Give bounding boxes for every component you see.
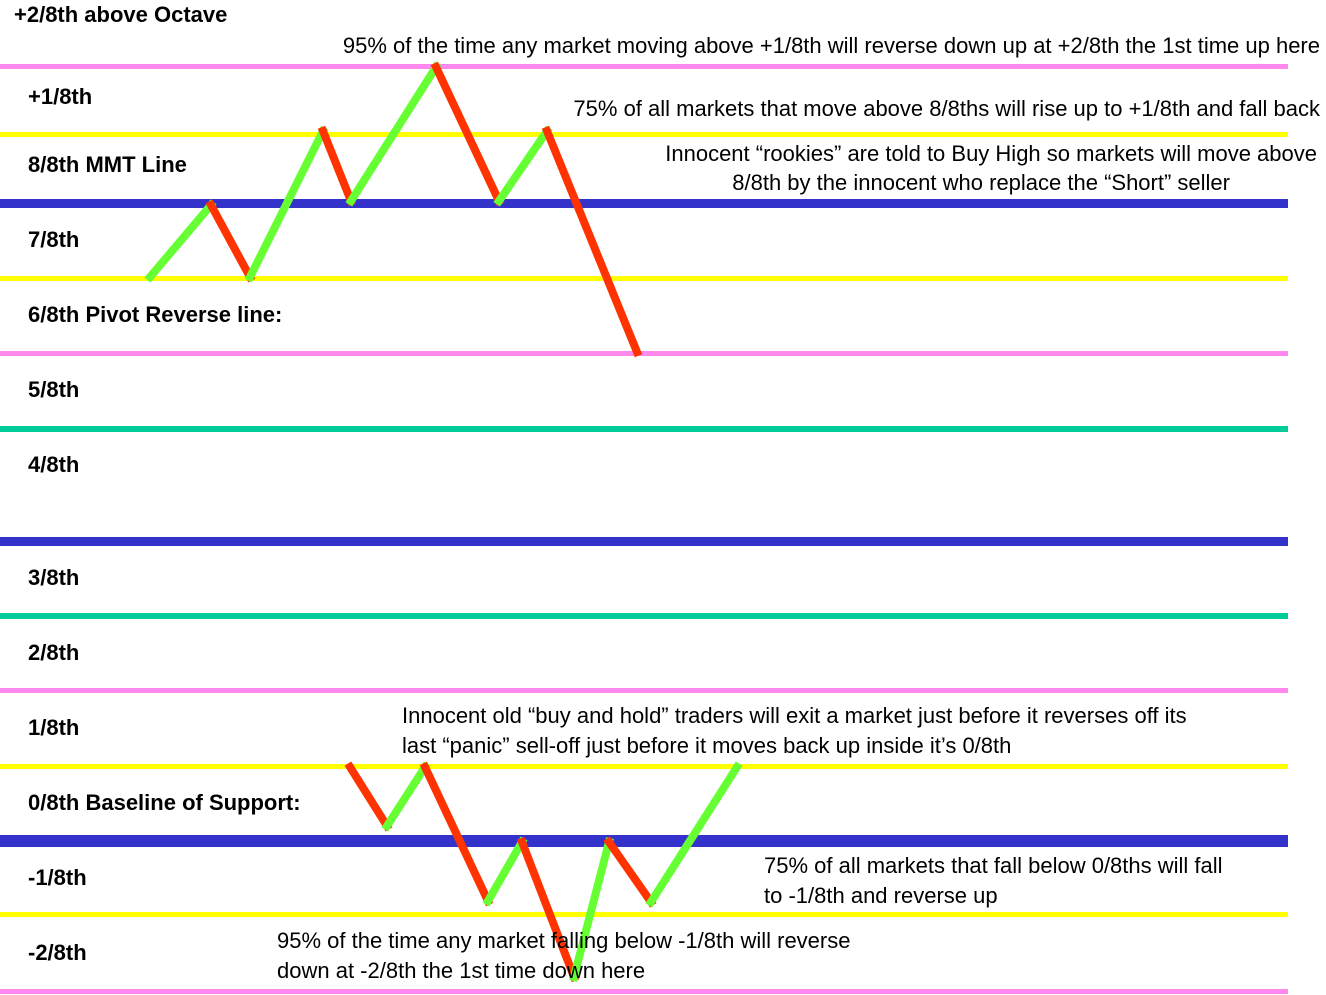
- line-8-top: [0, 132, 1288, 137]
- up-stroke: [569, 837, 614, 982]
- up-stroke: [645, 761, 743, 908]
- note-buy-and-hold-line-2: last “panic” sell-off just before it mov…: [402, 733, 1011, 758]
- line-0-top: [0, 764, 1288, 769]
- down-stroke: [541, 125, 643, 358]
- up-stroke: [381, 761, 431, 832]
- up-stroke: [144, 199, 217, 283]
- price-path-lower: [344, 761, 743, 983]
- level-label-4: 4/8th: [28, 452, 79, 477]
- down-stroke: [419, 761, 494, 907]
- note-rookies-line-2: 8/8th by the innocent who replace the “S…: [732, 170, 1230, 195]
- down-stroke: [603, 836, 657, 908]
- note-plus2-reversal: 95% of the time any market moving above …: [343, 33, 1320, 58]
- level-label-plus-2: +2/8th above Octave: [14, 2, 227, 27]
- level-label-7: 7/8th: [28, 227, 79, 252]
- line-3-top: [0, 537, 1288, 546]
- line-7-top: [0, 199, 1288, 208]
- up-stroke: [345, 61, 442, 207]
- level-labels: +2/8th above Octave +1/8th 8/8th MMT Lin…: [14, 2, 301, 965]
- level-label-minus-1: -1/8th: [28, 865, 87, 890]
- down-stroke: [516, 836, 580, 983]
- up-stroke: [493, 125, 553, 207]
- level-label-5: 5/8th: [28, 377, 79, 402]
- line-plus-1-top: [0, 64, 1288, 69]
- note-buy-and-hold-line-1: Innocent old “buy and hold” traders will…: [402, 703, 1187, 728]
- level-label-8: 8/8th MMT Line: [28, 152, 187, 177]
- line-6-top: [0, 276, 1288, 281]
- level-label-6: 6/8th Pivot Reverse line:: [28, 302, 282, 327]
- line-minus-1-top: [0, 835, 1288, 847]
- line-2-top: [0, 613, 1288, 619]
- line-5-top: [0, 351, 1288, 356]
- note-rookies-line-1: Innocent “rookies” are told to Buy High …: [665, 141, 1317, 166]
- level-label-plus-1: +1/8th: [28, 84, 92, 109]
- annotations: 95% of the time any market moving above …: [277, 33, 1321, 983]
- level-label-0: 0/8th Baseline of Support:: [28, 790, 301, 815]
- line-4-top: [0, 426, 1288, 432]
- line-minus-2-top: [0, 912, 1288, 917]
- down-stroke: [205, 199, 256, 283]
- level-label-3: 3/8th: [28, 565, 79, 590]
- down-stroke: [317, 125, 357, 207]
- level-lines: [0, 64, 1288, 994]
- note-minus2-reversal-line-1: 95% of the time any market falling below…: [277, 928, 850, 953]
- up-stroke: [244, 125, 329, 283]
- level-label-1: 1/8th: [28, 715, 79, 740]
- price-path-upper: [144, 61, 643, 358]
- down-stroke: [430, 61, 505, 207]
- down-stroke: [344, 761, 393, 832]
- note-minus2-reversal-line-2: down at -2/8th the 1st time down here: [277, 958, 645, 983]
- note-below-0-line-1: 75% of all markets that fall below 0/8th…: [764, 853, 1223, 878]
- line-minus-2-bottom: [0, 989, 1288, 994]
- level-label-2: 2/8th: [28, 640, 79, 665]
- note-above-8: 75% of all markets that move above 8/8th…: [573, 96, 1321, 121]
- level-label-minus-2: -2/8th: [28, 940, 87, 965]
- note-below-0-line-2: to -1/8th and reverse up: [764, 883, 998, 908]
- up-stroke: [482, 836, 528, 907]
- line-1-top: [0, 688, 1288, 693]
